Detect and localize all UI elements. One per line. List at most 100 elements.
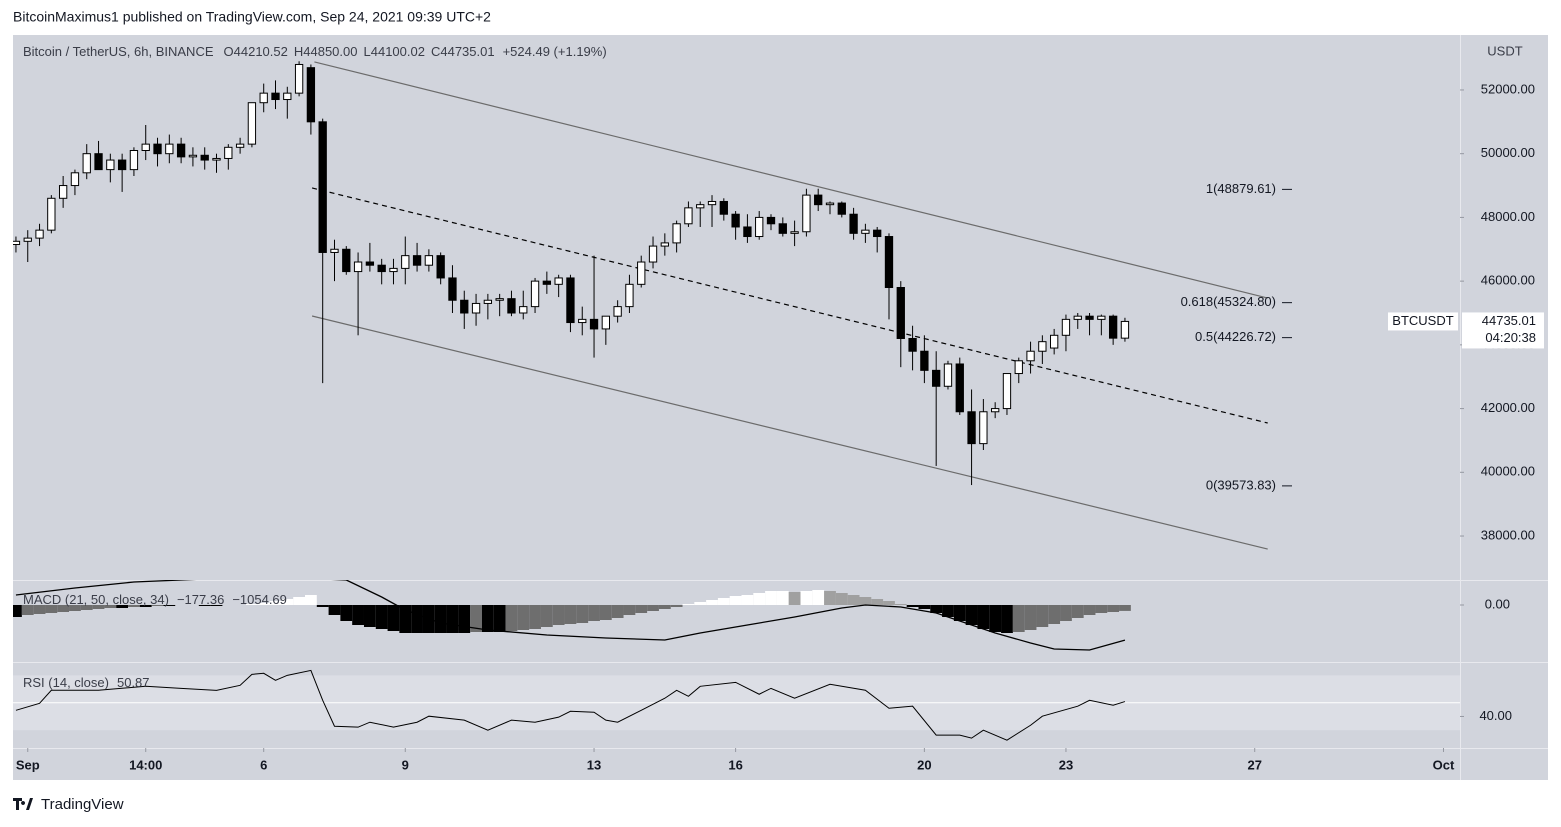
macd-bar bbox=[304, 595, 317, 605]
macd-bar bbox=[942, 605, 954, 617]
candle-body bbox=[353, 261, 363, 273]
candle-body bbox=[613, 306, 622, 317]
macd-bar bbox=[765, 591, 777, 605]
macd-bar bbox=[576, 605, 589, 623]
macd-bar bbox=[1095, 605, 1108, 613]
candle-body bbox=[1120, 320, 1130, 339]
candle-body bbox=[672, 223, 681, 244]
macd-bar bbox=[1060, 605, 1072, 621]
macd-bar bbox=[599, 605, 612, 620]
change: +524.49 (+1.19%) bbox=[503, 44, 607, 59]
macd-bar bbox=[45, 605, 58, 613]
fib-label: 0(39573.83) bbox=[1206, 477, 1276, 492]
symbol-tag: BTCUSDT bbox=[1392, 313, 1453, 328]
macd-bar bbox=[977, 605, 990, 629]
macd-bar bbox=[894, 604, 907, 605]
candle-body bbox=[306, 67, 316, 123]
candle-body bbox=[778, 223, 787, 234]
candle-body bbox=[719, 200, 728, 215]
macd-bar bbox=[163, 605, 176, 606]
candle-body bbox=[589, 318, 599, 330]
candle-body bbox=[755, 216, 764, 238]
candle-body bbox=[648, 245, 658, 263]
candle-body bbox=[731, 213, 740, 228]
macd-bar bbox=[1107, 605, 1120, 612]
macd-bar bbox=[387, 605, 400, 631]
candle-body bbox=[637, 261, 646, 285]
candle-body bbox=[283, 92, 292, 101]
ohlc-key: L bbox=[364, 44, 371, 59]
x-tick-label: Sep bbox=[16, 757, 40, 772]
macd-bar bbox=[859, 597, 872, 605]
rsi-value: 50.87 bbox=[117, 675, 150, 690]
candle-body bbox=[884, 236, 894, 289]
macd-bar bbox=[481, 605, 494, 632]
ohlc-key: C bbox=[431, 44, 440, 59]
macd-bar bbox=[552, 605, 565, 625]
macd-legend: MACD (21, 50, close, 34) −177.36 −1054.69 bbox=[23, 592, 287, 607]
macd-bar bbox=[139, 605, 152, 607]
candle-body bbox=[259, 92, 268, 104]
macd-bar bbox=[611, 605, 624, 618]
published-line: BitcoinMaximus1 published on TradingView… bbox=[13, 9, 491, 25]
macd-bar bbox=[69, 605, 81, 611]
candle-body bbox=[955, 363, 964, 413]
candle-body bbox=[1085, 315, 1094, 320]
channel-line bbox=[311, 187, 1268, 424]
macd-line bbox=[15, 580, 1126, 651]
macd-bar bbox=[694, 602, 707, 605]
candle-body bbox=[318, 121, 327, 253]
macd-bar bbox=[269, 601, 282, 605]
y-tick-label: 52000.00 bbox=[1481, 81, 1535, 96]
candle-body bbox=[542, 280, 552, 285]
macd-bar bbox=[670, 605, 683, 607]
candle-body bbox=[188, 154, 198, 158]
candle-body bbox=[412, 255, 422, 266]
countdown: 04:20:38 bbox=[1485, 330, 1536, 345]
macd-bar bbox=[812, 590, 825, 605]
candle-body bbox=[566, 277, 575, 324]
y-tick-label: 48000.00 bbox=[1481, 209, 1535, 224]
macd-bar bbox=[883, 601, 895, 605]
candle-body bbox=[495, 298, 504, 301]
candle-body bbox=[696, 204, 705, 209]
y-tick-label: 46000.00 bbox=[1481, 273, 1535, 288]
macd-bar bbox=[281, 599, 294, 605]
macd-bar bbox=[588, 605, 600, 621]
x-tick-label: 9 bbox=[402, 757, 409, 772]
macd-bar bbox=[493, 605, 506, 632]
candle-body bbox=[94, 153, 103, 171]
candle-body bbox=[507, 298, 516, 314]
candle-body bbox=[58, 185, 68, 199]
macd-bar bbox=[788, 592, 801, 605]
x-tick-label: 23 bbox=[1059, 757, 1073, 772]
macd-bar bbox=[33, 605, 46, 614]
macd-bar bbox=[116, 605, 129, 608]
rsi-pane bbox=[13, 669, 1460, 741]
fib-label: 0.5(44226.72) bbox=[1195, 329, 1276, 344]
ohlc-key: H bbox=[294, 44, 303, 59]
tradingview-logo: TradingView bbox=[13, 796, 124, 813]
macd-bar bbox=[824, 591, 836, 605]
macd-bar bbox=[729, 596, 742, 605]
macd-bar bbox=[1024, 605, 1037, 630]
symbol-title: Bitcoin / TetherUS, 6h, BINANCE bbox=[23, 44, 214, 59]
candle-body bbox=[129, 149, 139, 171]
candle-body bbox=[401, 255, 410, 269]
x-tick-label: 14:00 bbox=[129, 757, 162, 772]
candle-body bbox=[330, 248, 339, 253]
y-tick-label: 50000.00 bbox=[1481, 145, 1535, 160]
brand: TradingView bbox=[41, 796, 124, 813]
macd-bar bbox=[540, 605, 553, 627]
x-tick-label: 20 bbox=[917, 757, 931, 772]
macd-bar bbox=[293, 597, 305, 605]
candle-body bbox=[424, 255, 434, 266]
candle-body bbox=[1038, 341, 1047, 352]
candle-body bbox=[601, 315, 610, 330]
macd-bar bbox=[635, 605, 648, 613]
price-tag: 44735.01 bbox=[1482, 313, 1536, 328]
candle-body bbox=[979, 411, 988, 445]
macd-bar bbox=[623, 605, 636, 615]
